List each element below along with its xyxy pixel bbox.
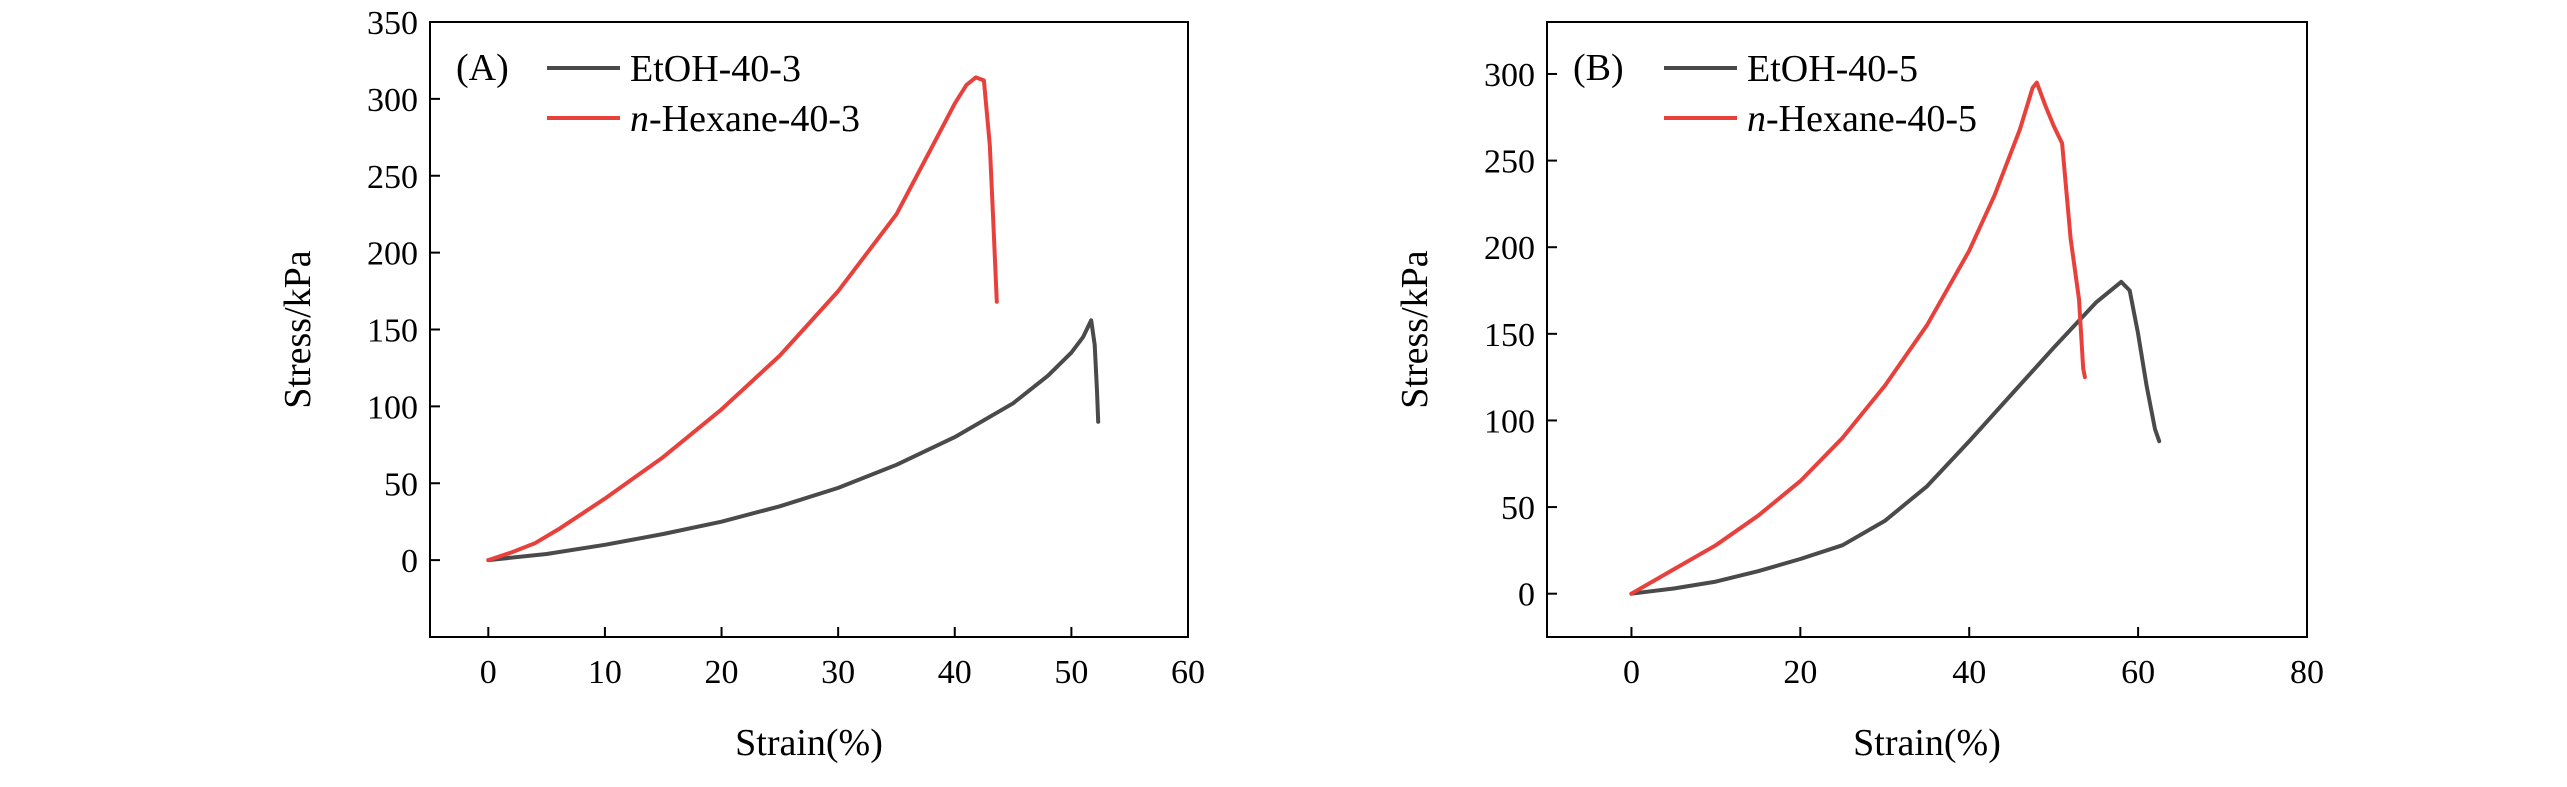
- y-tick-label: 150: [1484, 317, 1535, 354]
- x-tick-label: 60: [1171, 654, 1205, 691]
- legend-label-text: -Hexane-40-3: [649, 98, 860, 140]
- series-line-n-hexane: [1629, 80, 2087, 596]
- x-tick-label: 40: [1952, 654, 1986, 691]
- plot-frame: [1546, 21, 2308, 638]
- y-tick-label: 200: [367, 236, 418, 273]
- y-tick-label: 0: [1518, 577, 1535, 614]
- x-tick-label: 20: [705, 654, 739, 691]
- y-tick-label: 100: [1484, 403, 1535, 440]
- legend-label: EtOH-40-3: [630, 48, 801, 90]
- legend-label-text: -Hexane-40-5: [1766, 98, 1977, 140]
- x-tick-label: 0: [1623, 654, 1640, 691]
- x-tick-label: 0: [480, 654, 497, 691]
- y-tick-label: 100: [367, 389, 418, 426]
- x-tick-label: 40: [938, 654, 972, 691]
- legend-label: EtOH-40-5: [1747, 48, 1918, 90]
- panel-b: 0 20 40 60 80 0 50 100 150 200 250 300 Strain(%) Stre…: [1394, 21, 2324, 764]
- series-line-n-hexane: [486, 75, 999, 563]
- legend-label: n-Hexane-40-5: [1747, 98, 1977, 140]
- y-tick-label: 300: [367, 82, 418, 119]
- y-axis-title: Stress/kPa: [277, 250, 319, 408]
- legend-label: n-Hexane-40-3: [630, 98, 860, 140]
- legend-label-prefix: n: [630, 98, 649, 140]
- x-tick-label: 50: [1054, 654, 1088, 691]
- x-axis-title: Strain(%): [735, 722, 883, 764]
- x-tick-label: 10: [588, 654, 622, 691]
- y-tick-label: 250: [1484, 144, 1535, 181]
- x-tick-label: 80: [2290, 654, 2324, 691]
- legend-label-text: EtOH-40-5: [1747, 48, 1918, 90]
- x-tick-label: 60: [2121, 654, 2155, 691]
- series-line-etoh: [1629, 279, 2162, 596]
- y-tick-label: 50: [384, 466, 418, 503]
- y-tick-label: 300: [1484, 57, 1535, 94]
- panel-a: 0 10 20 30 40 50 60 0 50 100 150 200 250 300 350 Strain…: [277, 5, 1205, 764]
- y-tick-label: 350: [367, 5, 418, 42]
- panel-label: (A): [456, 47, 509, 89]
- y-tick-label: 250: [367, 159, 418, 196]
- series-line-etoh: [486, 318, 1101, 563]
- legend-label-prefix: n: [1747, 98, 1766, 140]
- y-tick-label: 0: [401, 543, 418, 580]
- y-tick-label: 50: [1501, 490, 1535, 527]
- legend-label-text: EtOH-40-3: [630, 48, 801, 90]
- y-tick-label: 200: [1484, 230, 1535, 267]
- x-tick-label: 20: [1783, 654, 1817, 691]
- y-axis-title: Stress/kPa: [1394, 250, 1436, 408]
- x-tick-label: 30: [821, 654, 855, 691]
- y-tick-label: 150: [367, 313, 418, 350]
- panel-label: (B): [1573, 47, 1624, 89]
- x-axis-title: Strain(%): [1853, 722, 2001, 764]
